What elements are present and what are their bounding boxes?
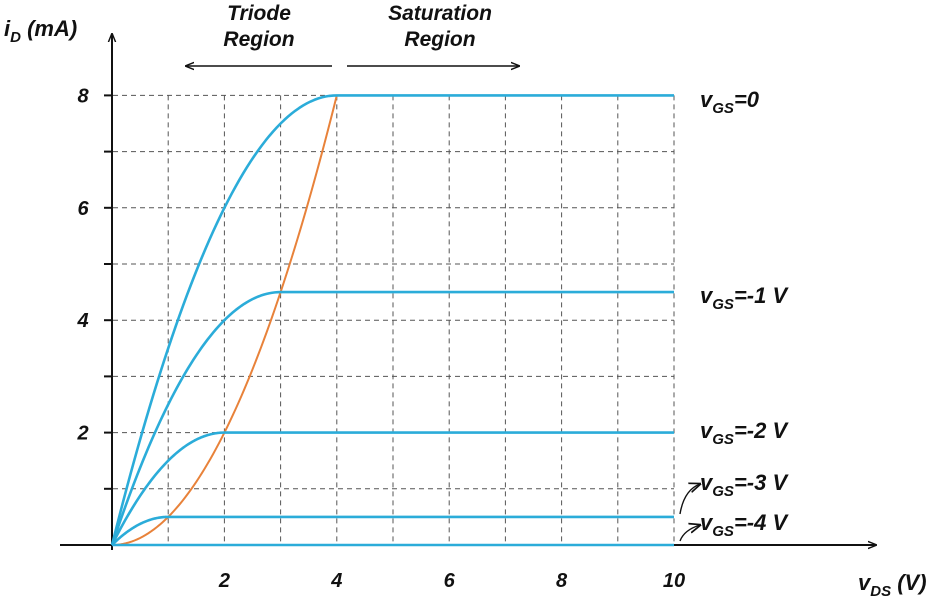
curve-label-vgs-4: vGS=-4 V xyxy=(700,510,789,540)
x-tick-label: 6 xyxy=(444,570,456,592)
y-tick-label: 6 xyxy=(77,198,89,220)
y-axis-title: iD (mA) xyxy=(4,16,77,46)
x-tick-label: 4 xyxy=(330,570,342,592)
curve-vgs-1 xyxy=(110,290,674,546)
x-tick-label: 10 xyxy=(663,570,685,592)
triode-region-label-line1: Triode xyxy=(227,2,291,25)
curve-vgs-0 xyxy=(110,94,674,546)
x-tick-label: 8 xyxy=(556,570,568,592)
curve-labels: vGS=0 vGS=-1 V vGS=-2 V vGS=-3 V vGS=-4 V xyxy=(679,87,789,542)
region-annotations: Triode Region Saturation Region xyxy=(186,2,519,66)
x-tick-label: 2 xyxy=(218,570,230,592)
saturation-region-label-line2: Region xyxy=(404,28,475,51)
curve-label-vgs-3: vGS=-3 V xyxy=(700,470,789,500)
y-tick-label: 2 xyxy=(76,423,88,445)
axis-titles: iD (mA) vDS (V) xyxy=(4,16,927,600)
pointer-vgs-3 xyxy=(679,484,700,515)
curve-label-vgs-2: vGS=-2 V xyxy=(700,418,789,448)
curves xyxy=(110,94,674,547)
pointer-vgs-4 xyxy=(679,525,700,542)
triode-region-label-line2: Region xyxy=(223,28,294,51)
y-tick-label: 8 xyxy=(77,85,89,107)
curve-vgs-3 xyxy=(111,515,674,546)
curve-label-vgs-1: vGS=-1 V xyxy=(700,283,789,313)
tick-labels: 2 4 6 8 10 2 4 6 8 xyxy=(76,85,685,592)
y-tick-label: 4 xyxy=(76,310,88,332)
curve-label-vgs-0: vGS=0 xyxy=(700,87,760,117)
saturation-region-label-line1: Saturation xyxy=(388,2,492,25)
x-axis-title: vDS (V) xyxy=(858,570,927,600)
grid xyxy=(104,94,675,545)
curve-vgs-2 xyxy=(110,431,674,546)
